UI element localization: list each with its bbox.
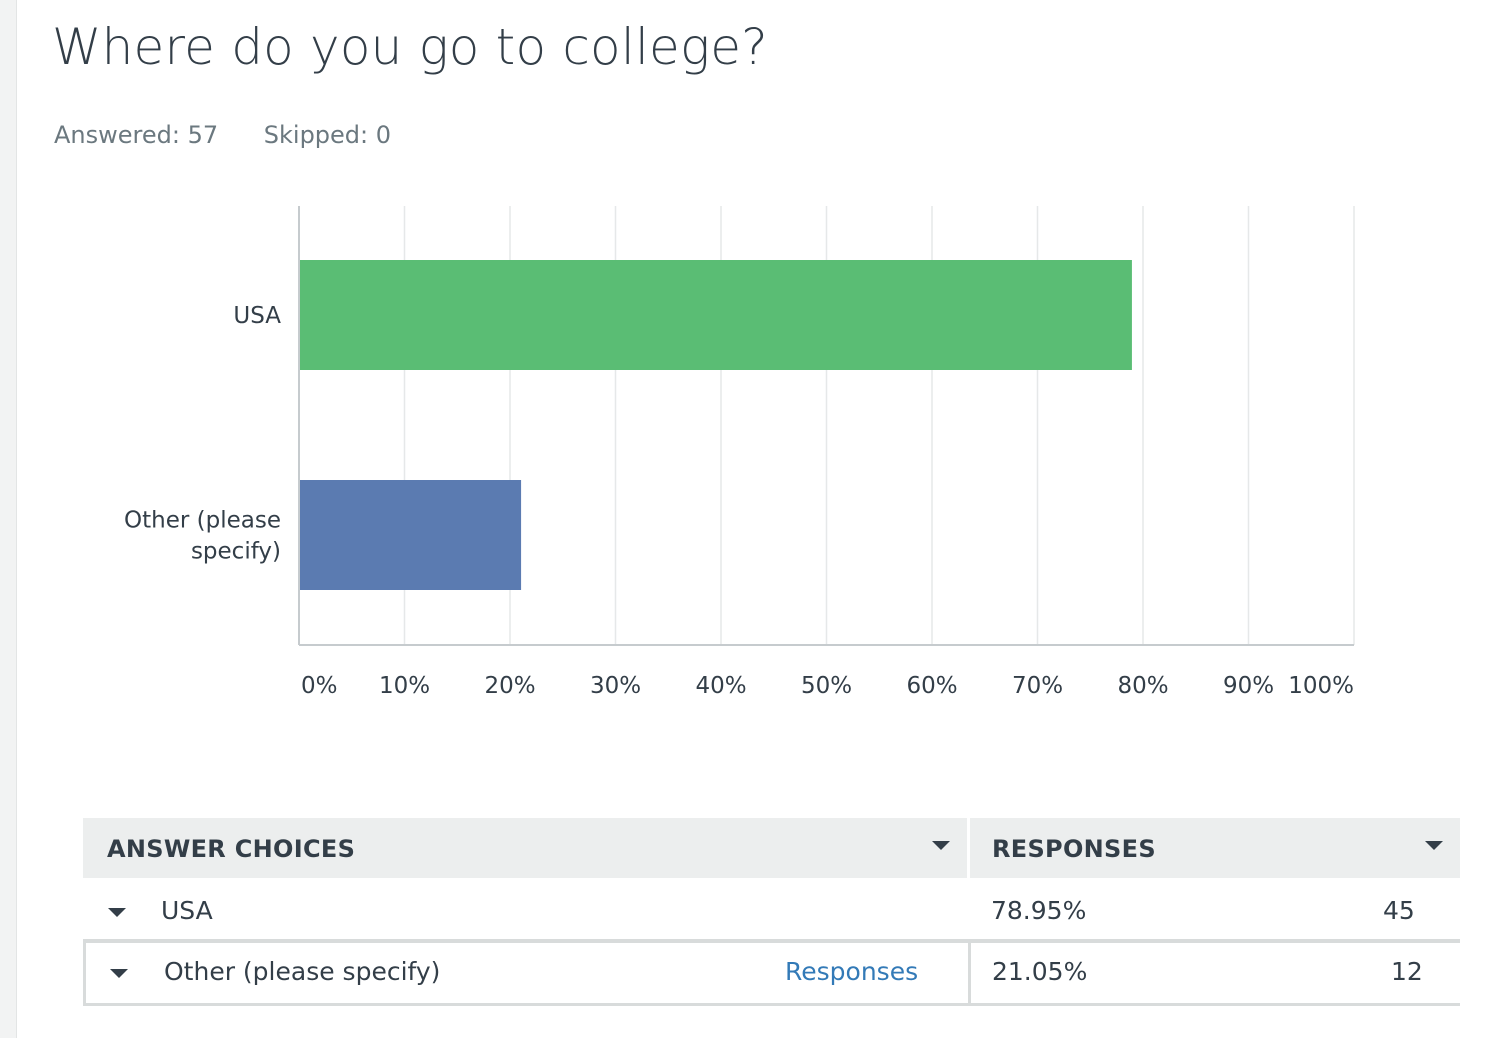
left-sidebar-strip [0, 0, 17, 1038]
question-stats: Answered: 57 Skipped: 0 [54, 121, 429, 149]
table-row: USA 78.95% 45 [83, 880, 1460, 942]
table-row: Other (please specify) Responses 21.05% … [83, 940, 1460, 1006]
header-answer-choices[interactable]: ANSWER CHOICES [107, 835, 356, 863]
x-tick-label: 100% [1288, 673, 1354, 699]
x-tick-label: 50% [801, 673, 852, 699]
choice-label: USA [161, 896, 213, 925]
skipped-count: Skipped: 0 [263, 121, 392, 149]
answered-count: Answered: 57 [54, 121, 219, 149]
sort-answer-choices-caret-icon[interactable] [932, 841, 950, 850]
response-percent: 78.95% [991, 896, 1087, 925]
response-count: 45 [1383, 896, 1415, 925]
table-header: ANSWER CHOICES RESPONSES [83, 818, 1460, 878]
x-tick-label: 20% [484, 673, 535, 699]
x-tick-label: 90% [1223, 673, 1274, 699]
category-label: USA [233, 303, 281, 329]
response-count: 12 [1391, 957, 1423, 986]
x-tick-label: 40% [695, 673, 746, 699]
x-tick-label: 80% [1117, 673, 1168, 699]
choice-label: Other (please specify) [164, 957, 441, 986]
view-responses-link[interactable]: Responses [785, 957, 919, 986]
category-label: specify) [191, 539, 281, 565]
bar[interactable] [300, 260, 1132, 370]
expand-row-caret-icon[interactable] [110, 969, 128, 978]
bar-chart: 0% 10% 20% 30% 40% 50% 60% 70% 80% 90% 100% USA Othe… [124, 206, 1355, 699]
x-tick-label: 0% [301, 673, 338, 699]
bar[interactable] [300, 480, 522, 590]
expand-row-caret-icon[interactable] [108, 908, 126, 917]
x-tick-label: 60% [906, 673, 957, 699]
row-divider [968, 940, 971, 1006]
response-percent: 21.05% [992, 957, 1088, 986]
x-tick-label: 30% [590, 673, 641, 699]
x-tick-label: 10% [379, 673, 430, 699]
question-title: Where do you go to college? [52, 18, 768, 76]
header-divider [967, 818, 970, 878]
header-responses[interactable]: RESPONSES [992, 835, 1156, 863]
sort-responses-caret-icon[interactable] [1425, 841, 1443, 850]
category-label: Other (please [124, 508, 281, 534]
x-tick-label: 70% [1012, 673, 1063, 699]
